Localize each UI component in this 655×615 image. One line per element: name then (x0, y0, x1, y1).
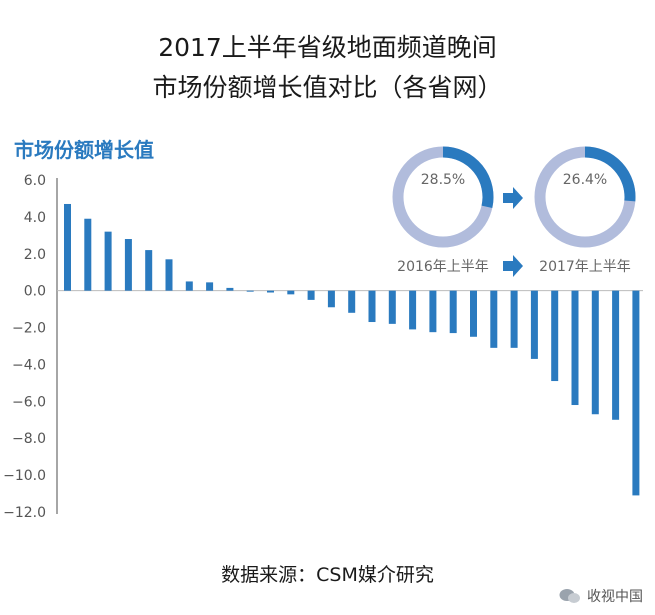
bar (84, 218, 92, 291)
bar (388, 290, 396, 324)
bar (185, 281, 193, 291)
share-inset: 28.5% 26.4% 2016年上半年 2017年上半年 (392, 146, 636, 277)
bar (64, 203, 71, 291)
bar (368, 290, 376, 323)
y-tick-label: −6.0 (12, 394, 46, 410)
label-2016: 2016年上半年 (397, 259, 489, 275)
chart-subtitle: 市场份额增长值 (14, 138, 154, 162)
bar (206, 282, 214, 291)
bar-chart: 6.0 4.0 2.0 0.0 −2.0 −4.0 −6.0 −8.0 −10.0 −12.0 2… (3, 146, 643, 521)
bar (612, 290, 620, 420)
bar (510, 290, 518, 348)
bar (348, 290, 356, 313)
bar (449, 290, 457, 334)
bar (287, 290, 295, 295)
data-source-note: 数据来源：CSM媒介研究 (221, 564, 434, 586)
y-tick-label: −12.0 (3, 505, 46, 521)
bar (409, 290, 417, 330)
wechat-icon (559, 589, 580, 603)
y-tick-label: 2.0 (24, 247, 46, 263)
bar (632, 290, 640, 496)
watermark: 收视中国 (559, 586, 643, 606)
bar (307, 290, 315, 300)
bar (490, 290, 498, 348)
ring-2016-value: 28.5% (421, 172, 465, 188)
chart-title-line-1: 2017上半年省级地面频道晚间 (158, 33, 497, 62)
ring-2017: 26.4% (534, 146, 636, 248)
y-tick-label: 6.0 (24, 173, 46, 189)
bar (327, 290, 335, 308)
label-2017: 2017年上半年 (539, 259, 631, 275)
ring-2017-value: 26.4% (563, 172, 607, 188)
bar (104, 231, 112, 291)
chart-title-line-2: 市场份额增长值对比（各省网） (152, 73, 503, 102)
bars (64, 203, 640, 496)
y-tick-label: 4.0 (24, 210, 46, 226)
y-tick-label: −10.0 (3, 468, 46, 484)
bar (470, 290, 477, 337)
bar (429, 290, 437, 333)
bar (246, 290, 254, 292)
y-tick-label: −8.0 (12, 431, 46, 447)
bar (530, 290, 538, 359)
ring-2016: 28.5% (392, 146, 494, 248)
bar (267, 290, 274, 293)
y-tick-label: −2.0 (12, 321, 46, 337)
watermark-text: 收视中国 (587, 589, 643, 605)
bar (124, 239, 132, 291)
bar (591, 290, 599, 415)
bar (145, 250, 153, 291)
bar (571, 290, 579, 406)
ring-2017-share-arc (584, 146, 636, 202)
y-tick-label: 0.0 (24, 284, 46, 300)
bar (551, 290, 559, 382)
bar (165, 259, 173, 291)
right-arrow-icon (503, 255, 523, 277)
right-arrow-icon (503, 187, 523, 209)
y-tick-label: −4.0 (12, 357, 46, 373)
y-tick-labels: 6.0 4.0 2.0 0.0 −2.0 −4.0 −6.0 −8.0 −10.0 −12.0 (3, 173, 46, 521)
bar (226, 287, 234, 291)
ring-2016-share-arc (442, 146, 494, 209)
